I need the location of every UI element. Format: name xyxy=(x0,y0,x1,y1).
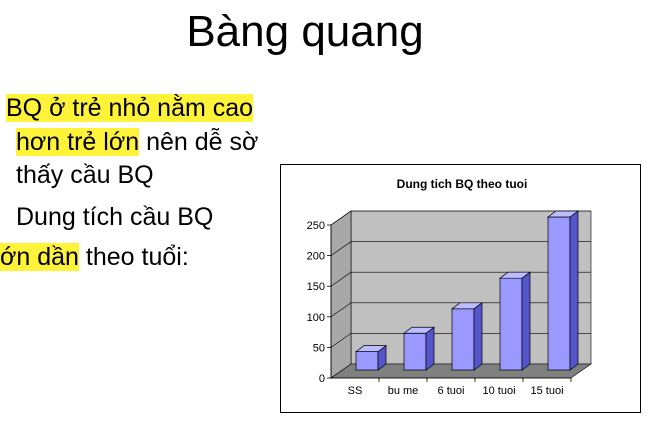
bullet-line: ớn dần theo tuổi: xyxy=(0,242,189,272)
bar xyxy=(451,308,475,371)
x-tick-label: SS xyxy=(348,385,363,397)
bar-top xyxy=(402,326,436,334)
bar-chart: Dung tich BQ theo tuoi 0 50 100 150 200 250 SS… xyxy=(307,177,592,397)
bar-top xyxy=(546,210,580,218)
bullet-line: hơn trẻ lớn nên dễ sờ xyxy=(16,127,258,157)
bar-side xyxy=(473,302,483,371)
bar-top xyxy=(450,302,484,310)
bullet-text: nên dễ sờ xyxy=(139,128,259,156)
chart-side-wall xyxy=(330,210,352,379)
bar xyxy=(355,351,379,371)
x-tick-label: 10 tuoi xyxy=(482,385,515,397)
x-tick-label: 15 tuoi xyxy=(530,385,563,397)
highlighted-text: hơn trẻ lớn xyxy=(16,128,140,156)
bullet-line: thấy cầu BQ xyxy=(16,160,154,190)
chart-title: Dung tich BQ theo tuoi xyxy=(397,177,528,191)
highlighted-text: ớn dần xyxy=(0,243,79,271)
bullet-text: thấy cầu BQ xyxy=(16,161,154,189)
y-tick-label: 50 xyxy=(313,342,325,354)
y-tick-label: 0 xyxy=(319,373,325,385)
bar-top xyxy=(498,271,532,279)
slide-title: Bàng quang xyxy=(186,7,424,56)
bullet-text: Dung tích cầu BQ xyxy=(16,203,214,231)
gridline xyxy=(330,241,591,256)
y-tick-label: 100 xyxy=(307,312,325,324)
bar xyxy=(403,332,427,371)
y-tick-label: 200 xyxy=(307,251,325,263)
gridline xyxy=(330,210,591,226)
y-tick-label: 150 xyxy=(307,281,325,293)
bar xyxy=(547,216,571,371)
y-tick-label: 250 xyxy=(307,220,325,232)
bar-side xyxy=(425,326,435,371)
x-tick-label: bu me xyxy=(388,385,419,397)
bullet-line: Dung tích cầu BQ xyxy=(16,202,213,232)
chart-frame: Dung tich BQ theo tuoi 0 50 100 150 200 250 SS… xyxy=(280,164,641,413)
bar-top xyxy=(354,345,388,352)
bar-side xyxy=(521,271,531,371)
x-tick-label: 6 tuoi xyxy=(438,385,465,397)
highlighted-text: BQ ở trẻ nhỏ nằm cao xyxy=(6,94,254,122)
bullet-text: theo tuổi: xyxy=(78,243,189,271)
bar xyxy=(499,277,523,371)
bar-side xyxy=(569,210,579,371)
bullet-line: BQ ở trẻ nhỏ nằm cao xyxy=(6,93,254,123)
